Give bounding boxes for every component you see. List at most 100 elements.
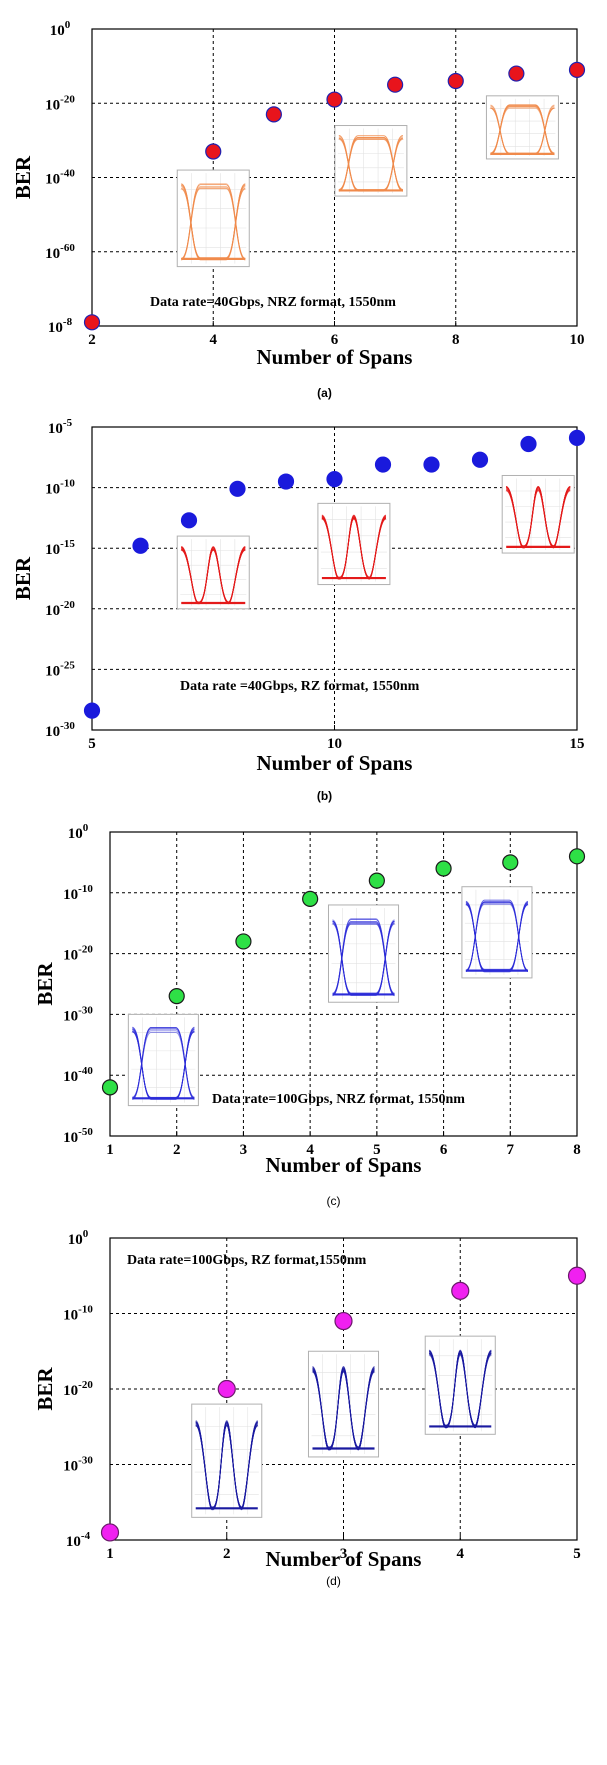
data-point [326,471,343,488]
y-tick-base: 10 [63,1308,78,1324]
y-tick-base: 10 [45,246,60,262]
y-tick-label: 10-15 [45,538,75,558]
data-point [520,435,537,453]
y-tick-exponent: -30 [78,1004,93,1016]
x-tick-label: 5 [373,1142,381,1158]
chart-annotation: Data rate=100Gbps, NRZ format, 1550nm [212,1092,465,1107]
y-tick-base: 10 [63,1383,78,1399]
eye-trace [131,1027,195,1099]
data-point [567,1266,587,1285]
x-axis-label: Number of Spans [266,1153,422,1177]
data-point [368,872,385,889]
y-axis-label: BER [33,1367,57,1411]
y-tick-exponent: -25 [60,659,75,671]
y-tick-base: 10 [66,1534,81,1550]
x-tick-label: 10 [327,736,342,752]
eye-diagram-inset [327,904,400,1003]
panel-label: (c) [327,1194,341,1208]
y-tick-label: 10-10 [63,883,93,903]
x-tick-label: 15 [570,736,585,752]
data-point [423,456,440,473]
data-point [83,702,101,719]
y-tick-exponent: -30 [60,720,75,732]
eye-diagram-inset [127,1013,199,1107]
x-tick-label: 2 [173,1142,181,1158]
x-tick-label: 1 [106,1546,114,1562]
eye-trace [465,902,529,973]
y-tick-base: 10 [63,887,78,903]
x-tick-label: 3 [340,1546,348,1562]
x-axis-label: Number of Spans [257,751,413,775]
data-point [229,480,246,497]
eye-trace [180,549,246,604]
data-point [205,143,222,160]
y-tick-base: 10 [63,1459,78,1475]
x-tick-label: 2 [223,1546,231,1562]
y-tick-base: 10 [63,1069,78,1085]
y-tick-label: 10-20 [45,93,75,113]
y-tick-label: 100 [68,822,89,842]
data-point [334,1311,353,1331]
eye-inset-frame [127,1013,199,1107]
y-tick-label: 10-30 [45,720,75,740]
y-tick-label: 10-50 [63,1126,93,1146]
y-tick-exponent: -40 [60,168,75,180]
y-tick-exponent: 0 [83,822,89,834]
y-tick-label: 10-60 [45,242,75,262]
y-tick-base: 10 [45,724,60,740]
y-tick-exponent: -8 [63,316,73,328]
y-tick-label: 10-30 [63,1455,93,1475]
chart-annotation: Data rate=100Gbps, RZ format,1550nm [127,1253,367,1268]
panel-label: (b) [317,789,332,803]
eye-diagram-inset [485,95,559,160]
x-axis-label: Number of Spans [266,1547,422,1571]
eye-trace [180,183,246,259]
chart-annotation: Data rate =40Gbps, RZ format, 1550nm [180,679,420,694]
eye-diagram-inset [501,474,575,554]
y-tick-label: 10-20 [45,599,75,619]
y-tick-label: 10-10 [63,1304,93,1324]
eye-trace [428,1351,492,1429]
y-tick-label: 100 [68,1228,89,1248]
eye-trace [338,137,404,191]
y-tick-exponent: -30 [78,1455,93,1467]
x-tick-label: 1 [106,1142,114,1158]
y-tick-exponent: -10 [78,883,93,895]
data-point [101,1079,119,1096]
eye-diagram-inset [176,169,250,268]
chart-panel-2: 5 10 1510-510-1010-1510-2010-2510-30Number… [11,417,586,803]
y-tick-base: 10 [48,421,63,437]
eye-diagram-inset [424,1335,496,1435]
data-point [387,76,404,93]
y-tick-base: 10 [63,1130,78,1146]
x-axis-label: Number of Spans [257,345,413,369]
eye-trace [505,490,571,548]
y-tick-base: 10 [45,542,60,558]
y-tick-base: 10 [45,663,60,679]
data-point [265,106,282,123]
data-point [451,1281,470,1300]
y-tick-exponent: -15 [60,538,75,550]
data-point [568,61,586,78]
eye-trace [465,901,529,972]
chart-panel-3: 1 2 3 4 5 6 7 810010-1010-2010-3010-4010-50Numb… [33,822,586,1208]
data-point [277,473,295,490]
eye-diagram-inset [334,125,408,197]
y-tick-exponent: -20 [60,599,75,611]
x-tick-label: 8 [452,332,460,348]
y-tick-label: 10-40 [45,168,75,188]
y-tick-base: 10 [68,1232,83,1248]
y-tick-base: 10 [45,482,60,498]
data-point [568,848,586,865]
eye-diagram-inset [191,1403,263,1518]
x-tick-label: 7 [507,1142,515,1158]
data-point [83,314,101,331]
y-tick-exponent: -20 [78,944,93,956]
y-tick-label: 10-20 [63,1379,93,1399]
y-tick-exponent: 0 [65,19,71,31]
data-point [502,854,519,871]
eye-trace [490,104,555,156]
